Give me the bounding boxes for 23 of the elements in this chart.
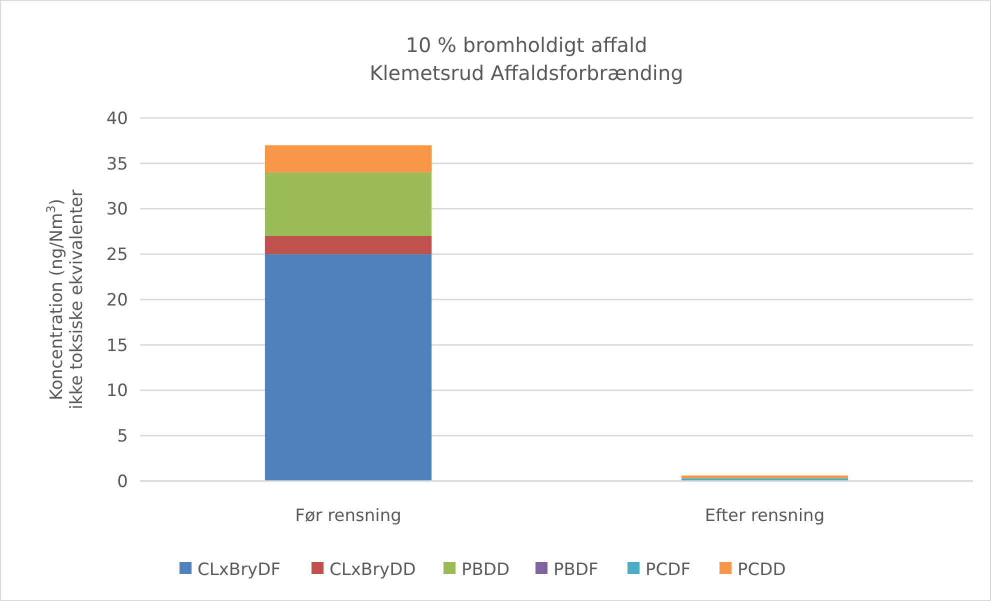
legend-label: CLxBryDD — [330, 560, 416, 580]
x-tick-label: Efter rensning — [704, 506, 825, 526]
bar — [264, 236, 432, 254]
bar — [264, 172, 432, 236]
bar — [681, 476, 848, 478]
legend-label: PBDD — [462, 560, 510, 580]
legend-label: PCDD — [738, 560, 786, 580]
y-tick-label: 35 — [106, 154, 128, 174]
y-tick-label: 10 — [106, 381, 128, 402]
y-tick-label: 20 — [106, 290, 128, 310]
y-tick-label: 15 — [106, 336, 128, 356]
y-tick-label: 0 — [117, 472, 128, 492]
legend-label: PBDF — [554, 560, 598, 580]
x-tick-label: Før rensning — [295, 506, 402, 526]
y-tick-label: 30 — [106, 200, 128, 220]
y-tick-label: 5 — [117, 426, 128, 447]
y-tick-label: 40 — [106, 108, 128, 129]
legend-label: CLxBryDF — [198, 560, 280, 580]
bar — [264, 145, 432, 172]
y-tick-label: 25 — [106, 245, 128, 266]
chart-title: 10 % bromholdigt affald Klemetsrud Affaldsforbrænding — [370, 33, 684, 85]
bar — [264, 254, 432, 481]
legend-label: PCDF — [646, 560, 690, 580]
